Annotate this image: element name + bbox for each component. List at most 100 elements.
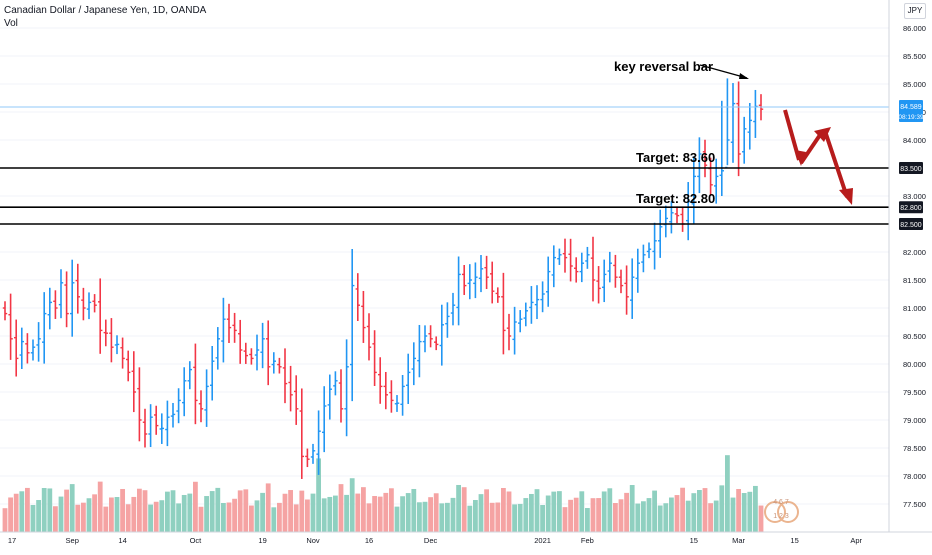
y-tick-label: 85.500 bbox=[903, 52, 926, 61]
ohlc-bar bbox=[753, 89, 758, 138]
symbol-title[interactable]: Canadian Dollar / Japanese Yen, 1D, OAND… bbox=[4, 5, 207, 16]
ohlc-bar bbox=[327, 374, 332, 420]
volume-bar bbox=[243, 489, 249, 532]
volume-bar bbox=[422, 501, 428, 532]
volume-bar bbox=[702, 488, 708, 532]
volume-bar bbox=[657, 505, 663, 532]
volume-bar bbox=[568, 499, 573, 532]
volume-bar bbox=[725, 455, 730, 532]
ohlc-bar bbox=[518, 310, 523, 333]
volume-bar bbox=[148, 504, 153, 532]
ohlc-bar bbox=[630, 258, 635, 319]
volume-bar bbox=[545, 495, 551, 532]
volume-bar bbox=[333, 495, 338, 532]
ohlc-bar bbox=[506, 313, 512, 351]
ohlc-bar bbox=[495, 287, 500, 303]
ohlc-bar bbox=[75, 263, 80, 314]
ohlc-bar bbox=[596, 266, 601, 304]
y-tick-label: 79.000 bbox=[903, 416, 926, 425]
ohlc-bar bbox=[249, 348, 254, 365]
reversal-pointer-head bbox=[739, 73, 749, 79]
forecast-arrows bbox=[783, 109, 853, 205]
ohlc-bar bbox=[378, 357, 383, 404]
volume-bar bbox=[8, 497, 13, 532]
ohlc-bar bbox=[686, 182, 691, 241]
ohlc-bar bbox=[266, 320, 271, 386]
price-axis[interactable]: 77.500 78.000 78.500 79.000 79.500 80.000 80.5… bbox=[903, 24, 926, 509]
volume-bar bbox=[512, 504, 517, 532]
volume-bar bbox=[484, 489, 489, 532]
ohlc-bar bbox=[131, 351, 136, 413]
volume-bar bbox=[439, 503, 445, 532]
volume-bar bbox=[663, 503, 669, 532]
x-tick-label: 19 bbox=[258, 536, 266, 545]
x-tick-label: Nov bbox=[306, 536, 320, 545]
volume-bar bbox=[629, 485, 635, 532]
volume-bar bbox=[590, 498, 596, 532]
volume-bar bbox=[260, 492, 265, 532]
ohlc-bar bbox=[198, 390, 204, 423]
volume-bar bbox=[405, 493, 411, 532]
volume-bar bbox=[355, 493, 361, 532]
ohlc-bar bbox=[294, 375, 299, 425]
ohlc-bar bbox=[98, 278, 103, 354]
x-tick-label: 17 bbox=[8, 536, 16, 545]
volume-bar bbox=[394, 506, 400, 532]
volume-bar bbox=[187, 493, 193, 532]
volume-bar bbox=[680, 487, 685, 532]
ohlc-bar bbox=[232, 312, 237, 343]
x-tick-label: Mar bbox=[732, 536, 745, 545]
volume-bar bbox=[282, 493, 288, 532]
volume-bar bbox=[237, 490, 243, 532]
ohlc-bar bbox=[747, 103, 752, 150]
currency-badge[interactable]: JPY bbox=[904, 3, 926, 19]
volume-bar bbox=[58, 496, 64, 532]
volume-bar bbox=[489, 502, 495, 532]
ohlc-bar bbox=[243, 342, 248, 364]
volume-bar bbox=[366, 503, 372, 532]
ohlc-bar bbox=[14, 319, 19, 377]
volume-bar bbox=[204, 496, 209, 532]
volume-bar bbox=[13, 493, 19, 532]
ohlc-bar bbox=[585, 246, 590, 269]
ohlc-bar bbox=[635, 248, 640, 293]
volume-bar bbox=[669, 497, 674, 532]
volume-bar bbox=[713, 500, 719, 532]
volume-bar bbox=[551, 491, 557, 532]
ohlc-bar bbox=[310, 443, 316, 464]
ohlc-bar bbox=[120, 337, 125, 369]
ohlc-bar bbox=[512, 306, 517, 355]
volume-bar bbox=[361, 487, 366, 532]
x-tick-label: Feb bbox=[581, 536, 594, 545]
ohlc-bar bbox=[271, 352, 276, 374]
reversal-pointer bbox=[699, 64, 748, 79]
volume-bar bbox=[81, 502, 86, 532]
ohlc-bar bbox=[478, 255, 484, 293]
volume-bar bbox=[310, 493, 316, 532]
volume-bar bbox=[450, 497, 456, 532]
volume-bar bbox=[730, 497, 736, 532]
ohlc-bar bbox=[624, 265, 629, 315]
volume-bar bbox=[758, 505, 764, 532]
volume-bar bbox=[747, 491, 753, 532]
volume-bar bbox=[232, 498, 237, 532]
y-tick-label: 83.000 bbox=[903, 192, 926, 201]
time-axis[interactable]: 17 Sep 14 Oct 19 Nov 16 Dec 2021 Feb 15 Mar 15 Apr bbox=[8, 536, 863, 545]
ohlc-bar bbox=[490, 261, 495, 304]
y-tick-label: 81.000 bbox=[903, 304, 926, 313]
volume-bar bbox=[30, 505, 36, 532]
volume-bar bbox=[120, 488, 125, 532]
volume-bar bbox=[529, 493, 534, 532]
ohlc-bar bbox=[529, 286, 534, 324]
ohlc-bar bbox=[714, 158, 719, 204]
volume-bar bbox=[557, 491, 562, 532]
volume-bar bbox=[137, 488, 142, 532]
volume-bar bbox=[641, 501, 646, 532]
volume-bar bbox=[181, 494, 187, 532]
x-tick-label: Oct bbox=[190, 536, 203, 545]
ohlc-bar bbox=[613, 254, 618, 288]
volume-label[interactable]: Vol bbox=[4, 18, 18, 29]
volume-bar bbox=[377, 496, 383, 532]
